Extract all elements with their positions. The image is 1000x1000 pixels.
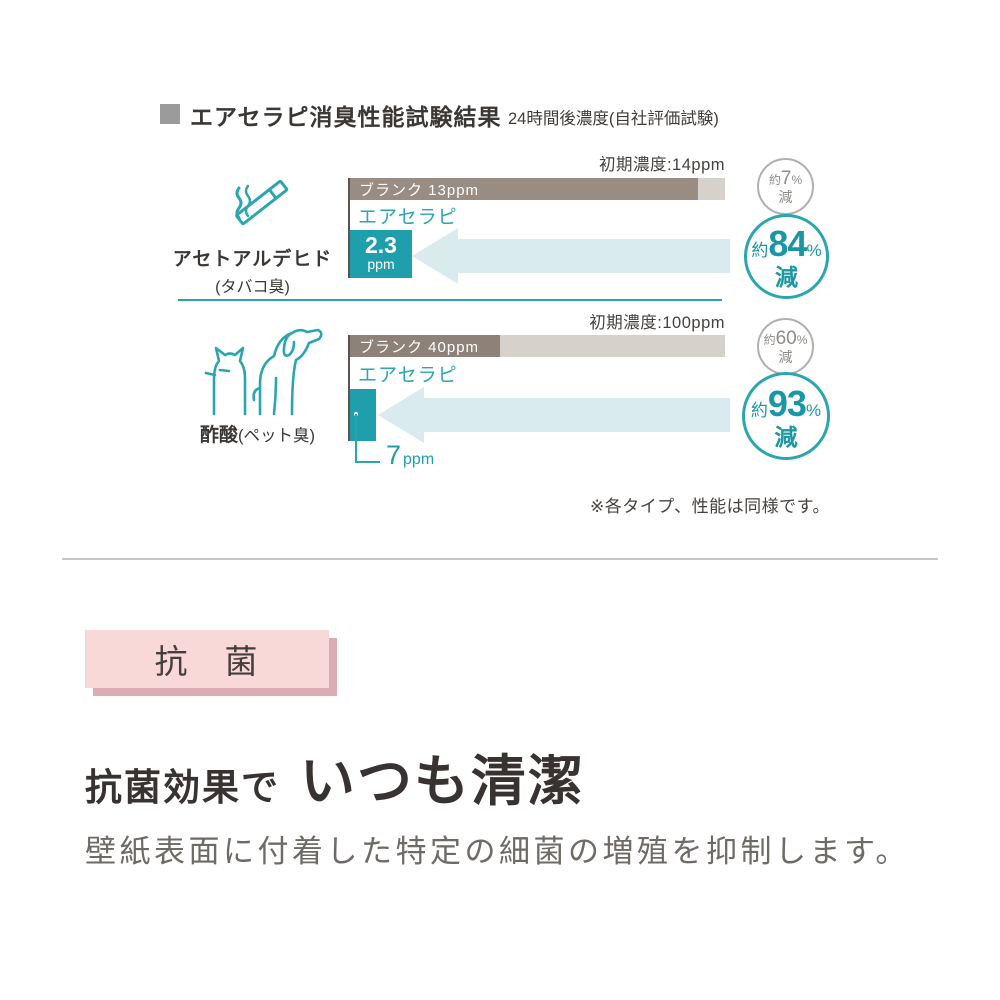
axis-line [348, 335, 350, 441]
badge-approx: 約 [763, 333, 776, 347]
result-value: 2.3 [365, 232, 397, 258]
category-subname: (タバコ臭) [215, 279, 290, 296]
reduction-arrow [412, 228, 730, 284]
category-name: アセトアルデヒド [172, 249, 333, 270]
heading-main: いつも清潔 [300, 750, 586, 812]
category-subname: (ペット臭) [238, 427, 315, 445]
blank-bar-fill: ブランク 40ppm [350, 335, 500, 357]
badge-word: 減 [778, 189, 793, 205]
badge-approx: 約 [768, 173, 781, 187]
result-unit: ppm [403, 451, 435, 468]
chart-subtitle: 24時間後濃度(自社評価試験) [508, 110, 719, 128]
section-marker-icon [160, 104, 180, 124]
reduction-arrow [378, 387, 730, 443]
blank-bar: ブランク 13ppm [350, 178, 725, 200]
initial-concentration-label: 初期濃度:100ppm [589, 314, 725, 332]
blank-reduction-badge: 約 60 % 減 [757, 318, 814, 375]
badge-percent: % [796, 333, 808, 347]
badge-percent: % [806, 241, 822, 260]
badge-approx: 約 [750, 400, 768, 420]
blank-bar-label: ブランク 40ppm [359, 338, 480, 356]
badge-percent: % [791, 173, 803, 187]
result-value: 7 [386, 440, 402, 470]
product-reduction-badge: 約 84 % 減 [744, 214, 829, 299]
heading-prefix: 抗菌効果で [85, 767, 280, 808]
antibacterial-title-box: 抗 菌 [85, 630, 329, 688]
initial-concentration-label: 初期濃度:14ppm [598, 156, 725, 174]
blank-bar: ブランク 40ppm [350, 335, 725, 357]
chart-title: エアセラピ消臭性能試験結果 [190, 104, 502, 130]
axis-line [348, 178, 350, 278]
category-name: 酢酸 [199, 425, 238, 446]
antibacterial-description: 壁紙表面に付着した特定の細菌の増殖を抑制します。 [85, 834, 910, 869]
badge-word: 減 [775, 264, 798, 290]
category-acetaldehyde: アセトアルデヒド (タバコ臭) [155, 244, 350, 297]
antibacterial-title: 抗 菌 [154, 643, 260, 680]
badge-word: 減 [774, 423, 798, 450]
section-divider [62, 558, 938, 560]
result-callout: 7 ppm [386, 440, 434, 471]
row-divider [178, 299, 722, 301]
badge-value: 7 [780, 168, 792, 189]
badge-approx: 約 [751, 241, 769, 260]
blank-bar-fill: ブランク 13ppm [350, 178, 698, 200]
badge-value: 93 [767, 382, 807, 424]
badge-value: 60 [775, 328, 797, 349]
result-unit: ppm [367, 256, 395, 272]
callout-line-horizontal [355, 461, 380, 463]
blank-bar-label: ブランク 13ppm [359, 181, 480, 199]
callout-line-vertical [355, 414, 357, 463]
badge-percent: % [805, 400, 822, 420]
cat-dog-icon [204, 328, 323, 416]
result-value-block: 2.3 ppm [350, 230, 412, 278]
cigarette-icon [235, 179, 289, 226]
blank-reduction-badge: 約 7 % 減 [757, 158, 814, 215]
antibacterial-heading: 抗菌効果で いつも清潔 [85, 736, 585, 816]
product-label: エアセラピ [358, 365, 458, 386]
badge-word: 減 [778, 349, 793, 365]
product-label: エアセラピ [358, 207, 458, 228]
category-acetic-acid: 酢酸(ペット臭) [150, 420, 365, 447]
product-reduction-badge: 約 93 % 減 [742, 372, 830, 460]
badge-value: 84 [768, 223, 807, 264]
chart-note: ※各タイプ、性能は同様です。 [589, 497, 830, 516]
